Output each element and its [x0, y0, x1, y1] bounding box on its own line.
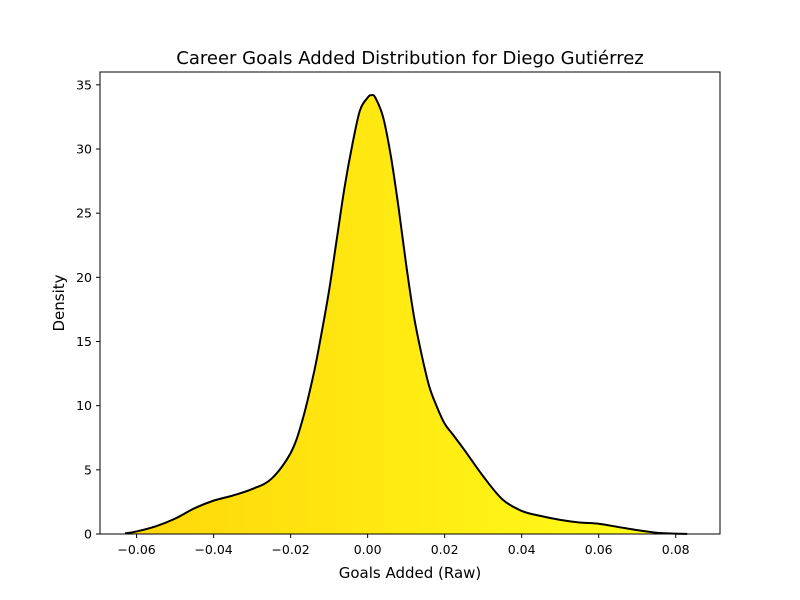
x-axis: −0.06 −0.04 −0.02 0.00 0.02 0.04 0.06 0.08 [117, 534, 690, 557]
chart-title: Career Goals Added Distribution for Dieg… [176, 48, 643, 69]
y-tick-label: 5 [84, 462, 92, 477]
x-tick-label: −0.04 [194, 542, 232, 557]
density-curve [124, 93, 688, 535]
y-tick-label: 25 [76, 206, 92, 221]
plot-frame [99, 71, 721, 535]
y-axis: 0 5 10 15 20 25 30 35 [76, 77, 100, 542]
x-tick-label: 0.00 [354, 542, 382, 557]
y-tick-label: 0 [84, 527, 92, 542]
x-axis-label: Goals Added (Raw) [339, 564, 482, 582]
density-area [125, 94, 688, 535]
x-tick-label: 0.04 [508, 542, 536, 557]
x-tick-label: 0.02 [431, 542, 459, 557]
y-tick-label: 10 [76, 398, 92, 413]
x-tick-label: −0.06 [117, 542, 155, 557]
x-tick-label: 0.06 [585, 542, 613, 557]
y-axis-label: Density [50, 274, 68, 331]
y-tick-label: 30 [76, 142, 92, 157]
y-tick-label: 15 [76, 334, 92, 349]
x-tick-label: −0.02 [271, 542, 309, 557]
y-tick-label: 35 [76, 77, 92, 92]
plot-area [124, 93, 688, 535]
y-tick-label: 20 [76, 270, 92, 285]
x-tick-label: 0.08 [662, 542, 690, 557]
